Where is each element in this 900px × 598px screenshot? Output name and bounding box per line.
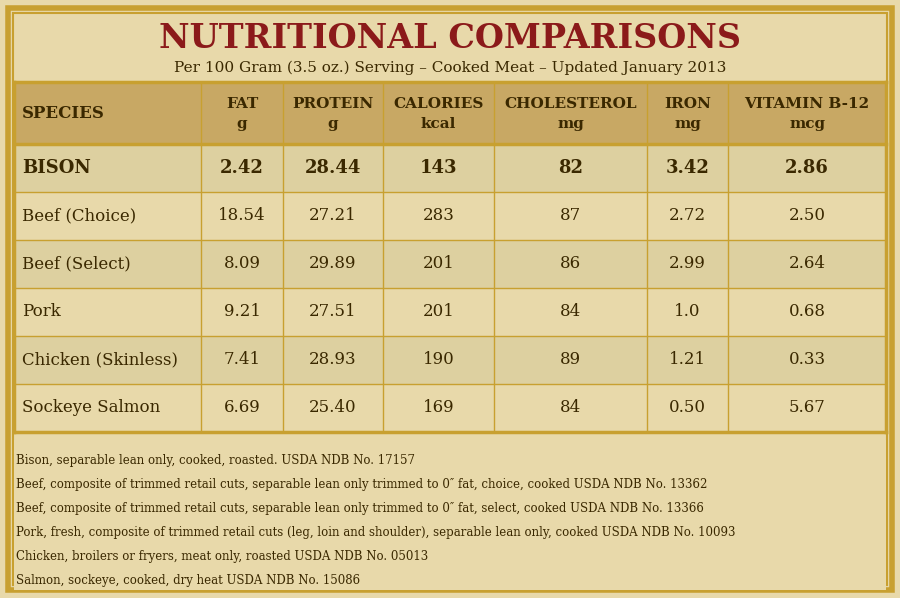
Text: g: g	[237, 117, 248, 131]
Text: Sockeye Salmon: Sockeye Salmon	[22, 399, 160, 416]
Text: 82: 82	[558, 159, 583, 177]
Text: IRON: IRON	[664, 97, 711, 111]
Text: 169: 169	[423, 399, 454, 416]
Text: 201: 201	[423, 304, 454, 321]
Text: 27.21: 27.21	[309, 208, 356, 224]
Text: 84: 84	[560, 304, 581, 321]
Text: CHOLESTEROL: CHOLESTEROL	[505, 97, 637, 111]
Text: 2.86: 2.86	[785, 159, 829, 177]
Text: 0.50: 0.50	[669, 399, 707, 416]
Text: Bison, separable lean only, cooked, roasted. USDA NDB No. 17157: Bison, separable lean only, cooked, roas…	[16, 454, 415, 467]
Text: Pork, fresh, composite of trimmed retail cuts (leg, loin and shoulder), separabl: Pork, fresh, composite of trimmed retail…	[16, 526, 735, 539]
Text: 27.51: 27.51	[309, 304, 356, 321]
Text: 18.54: 18.54	[218, 208, 266, 224]
Text: 86: 86	[560, 255, 581, 273]
Text: 1.21: 1.21	[669, 352, 707, 368]
Text: Beef (Select): Beef (Select)	[22, 255, 130, 273]
Text: 8.09: 8.09	[223, 255, 260, 273]
Text: 283: 283	[423, 208, 454, 224]
Text: CALORIES: CALORIES	[393, 97, 484, 111]
Bar	[14, 440, 886, 590]
Text: Beef, composite of trimmed retail cuts, separable lean only trimmed to 0″ fat, c: Beef, composite of trimmed retail cuts, …	[16, 478, 707, 491]
Text: Beef, composite of trimmed retail cuts, separable lean only trimmed to 0″ fat, s: Beef, composite of trimmed retail cuts, …	[16, 502, 704, 515]
Bar	[14, 336, 886, 384]
Text: 28.44: 28.44	[304, 159, 361, 177]
Text: 28.93: 28.93	[309, 352, 356, 368]
Bar	[14, 384, 886, 432]
Text: 89: 89	[560, 352, 581, 368]
Text: Beef (Choice): Beef (Choice)	[22, 208, 136, 224]
Text: 5.67: 5.67	[788, 399, 825, 416]
Text: 2.72: 2.72	[669, 208, 707, 224]
Text: 6.69: 6.69	[224, 399, 260, 416]
Text: Pork: Pork	[22, 304, 61, 321]
Text: 2.42: 2.42	[220, 159, 264, 177]
Text: 0.33: 0.33	[788, 352, 825, 368]
Text: VITAMIN B-12: VITAMIN B-12	[744, 97, 869, 111]
Text: 0.68: 0.68	[788, 304, 825, 321]
Text: Salmon, sockeye, cooked, dry heat USDA NDB No. 15086: Salmon, sockeye, cooked, dry heat USDA N…	[16, 574, 360, 587]
Text: 9.21: 9.21	[223, 304, 260, 321]
Text: Chicken, broilers or fryers, meat only, roasted USDA NDB No. 05013: Chicken, broilers or fryers, meat only, …	[16, 550, 428, 563]
Text: 7.41: 7.41	[223, 352, 261, 368]
Text: BISON: BISON	[22, 159, 91, 177]
Text: mg: mg	[674, 117, 701, 131]
Text: PROTEIN: PROTEIN	[292, 97, 374, 111]
Text: SPECIES: SPECIES	[22, 105, 105, 121]
Text: 143: 143	[420, 159, 457, 177]
Text: 25.40: 25.40	[309, 399, 356, 416]
Text: 29.89: 29.89	[309, 255, 356, 273]
Text: NUTRITIONAL COMPARISONS: NUTRITIONAL COMPARISONS	[159, 22, 741, 54]
Text: Per 100 Gram (3.5 oz.) Serving – Cooked Meat – Updated January 2013: Per 100 Gram (3.5 oz.) Serving – Cooked …	[174, 61, 726, 75]
Text: g: g	[328, 117, 338, 131]
Bar	[14, 288, 886, 336]
Bar	[14, 82, 886, 144]
Text: kcal: kcal	[421, 117, 456, 131]
Text: 190: 190	[423, 352, 454, 368]
Text: 2.50: 2.50	[788, 208, 825, 224]
Text: 1.0: 1.0	[674, 304, 701, 321]
Text: mcg: mcg	[789, 117, 825, 131]
Text: 2.99: 2.99	[670, 255, 706, 273]
Text: 2.64: 2.64	[788, 255, 825, 273]
Text: 3.42: 3.42	[666, 159, 709, 177]
Text: Chicken (Skinless): Chicken (Skinless)	[22, 352, 178, 368]
Text: mg: mg	[557, 117, 584, 131]
Text: 84: 84	[560, 399, 581, 416]
Bar	[14, 192, 886, 240]
Text: 201: 201	[423, 255, 454, 273]
Text: FAT: FAT	[226, 97, 258, 111]
Bar	[14, 240, 886, 288]
Bar	[14, 144, 886, 192]
Text: 87: 87	[560, 208, 581, 224]
